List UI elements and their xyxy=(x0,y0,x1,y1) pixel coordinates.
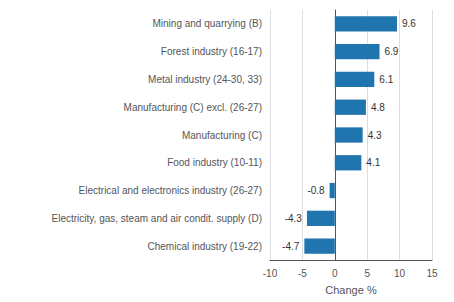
svg-text:9.6: 9.6 xyxy=(402,18,416,29)
svg-text:Change %: Change % xyxy=(325,284,377,296)
svg-text:4.3: 4.3 xyxy=(368,130,382,141)
svg-text:6.1: 6.1 xyxy=(379,74,393,85)
svg-text:-4.3: -4.3 xyxy=(285,213,303,224)
svg-text:4.1: 4.1 xyxy=(366,157,380,168)
svg-text:6.9: 6.9 xyxy=(385,46,399,57)
svg-text:-10: -10 xyxy=(263,268,278,279)
svg-text:10: 10 xyxy=(394,268,406,279)
svg-text:Manufacturing (C): Manufacturing (C) xyxy=(182,130,262,141)
svg-text:Metal industry (24-30, 33): Metal industry (24-30, 33) xyxy=(148,74,262,85)
svg-text:-0.8: -0.8 xyxy=(307,185,325,196)
svg-text:5: 5 xyxy=(364,268,370,279)
svg-text:Electrical and electronics ind: Electrical and electronics industry (26-… xyxy=(79,185,262,196)
svg-text:-5: -5 xyxy=(298,268,307,279)
svg-text:Manufacturing (C) excl. (26-27: Manufacturing (C) excl. (26-27) xyxy=(124,102,262,113)
svg-text:Forest industry (16-17): Forest industry (16-17) xyxy=(161,46,262,57)
svg-text:Electricity, gas, steam and ai: Electricity, gas, steam and air condit. … xyxy=(52,213,262,224)
svg-text:Food industry (10-11): Food industry (10-11) xyxy=(167,157,262,168)
svg-text:0: 0 xyxy=(332,268,338,279)
svg-text:15: 15 xyxy=(426,268,438,279)
svg-text:-4.7: -4.7 xyxy=(282,241,300,252)
svg-text:Chemical industry (19-22): Chemical industry (19-22) xyxy=(148,241,263,252)
svg-text:4.8: 4.8 xyxy=(371,102,385,113)
svg-text:Mining and quarrying (B): Mining and quarrying (B) xyxy=(153,18,263,29)
